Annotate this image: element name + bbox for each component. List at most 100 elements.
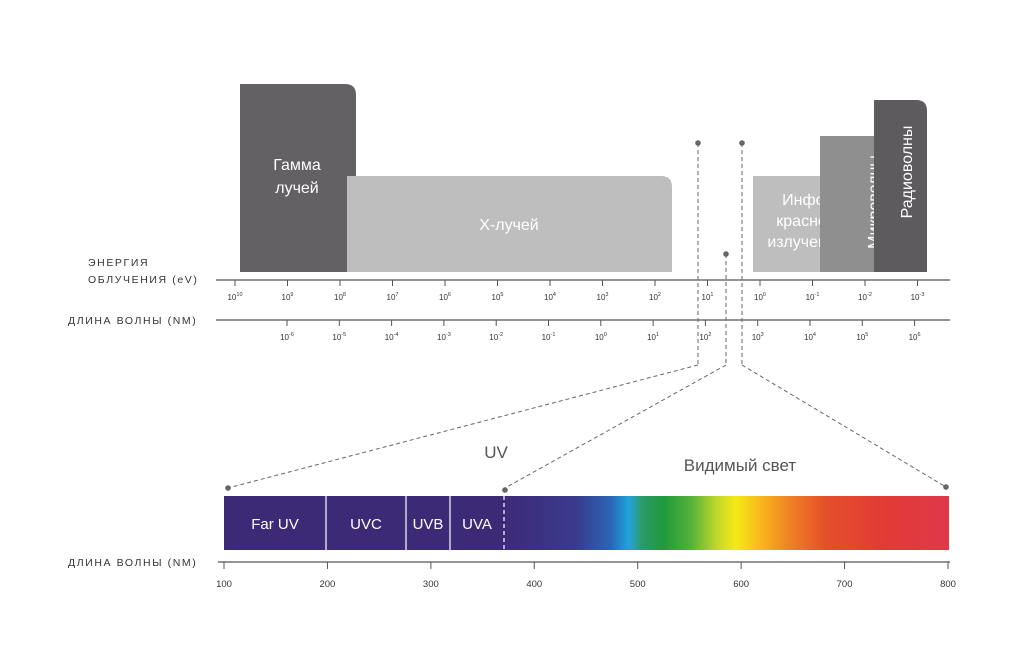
energy-axis-tick-exponent: 3 bbox=[605, 292, 608, 298]
bottom-axis-ticks: 100 200 300 400 500 600 700 800 bbox=[216, 562, 956, 590]
energy-axis-tick-label: 101 bbox=[702, 292, 714, 302]
energy-axis-title-line1: ЭНЕРГИЯ bbox=[88, 257, 149, 269]
wavelength-axis-tick-exponent: 6 bbox=[918, 332, 921, 338]
energy-axis-tick-base: 10 bbox=[387, 293, 396, 302]
wavelength-axis-tick-base: 10 bbox=[752, 333, 761, 342]
wavelength-axis-tick-label: 102 bbox=[699, 332, 711, 342]
uv-bar-background bbox=[224, 496, 506, 550]
energy-axis-tick-label: 10-2 bbox=[858, 292, 872, 302]
marker-dot-uv-visible bbox=[502, 487, 508, 493]
wavelength-axis-tick-exponent: -1 bbox=[551, 332, 556, 338]
wavelength-axis-tick-exponent: 0 bbox=[604, 332, 607, 338]
uv-band-far-uv: Far UV bbox=[251, 516, 299, 533]
energy-axis-tick-base: 10 bbox=[597, 293, 606, 302]
wavelength-axis-tick-exponent: 5 bbox=[865, 332, 868, 338]
band-xray-shape bbox=[347, 176, 672, 272]
band-gamma-label-line2: лучей bbox=[275, 180, 319, 197]
energy-axis-tick-label: 10-3 bbox=[911, 292, 925, 302]
band-gamma-label-line1: Гамма bbox=[273, 157, 321, 174]
energy-axis-tick-base: 10 bbox=[911, 293, 920, 302]
energy-axis-tick-label: 109 bbox=[282, 292, 294, 302]
uv-band-uvb: UVB bbox=[413, 516, 444, 533]
energy-axis-tick-label: 102 bbox=[649, 292, 661, 302]
wavelength-axis-tick-exponent: 1 bbox=[656, 332, 659, 338]
region-label-visible: Видимый свет bbox=[684, 456, 797, 475]
bottom-axis-tick-label: 800 bbox=[940, 579, 956, 590]
uv-band-uva: UVA bbox=[462, 516, 492, 533]
wavelength-axis-title: ДЛИНА ВОЛНЫ (NM) bbox=[68, 315, 197, 327]
energy-axis-tick-exponent: 1 bbox=[710, 292, 713, 298]
marker-dot-right bbox=[739, 140, 745, 146]
energy-axis: ЭНЕРГИЯ ОБЛУЧЕНИЯ (eV) 1010 109 108 107 106 1… bbox=[88, 257, 950, 302]
wavelength-axis-tick-label: 10-5 bbox=[332, 332, 346, 342]
bottom-axis-tick-label: 600 bbox=[733, 579, 749, 590]
bottom-axis-tick-label: 300 bbox=[423, 579, 439, 590]
band-xray: X-лучей bbox=[347, 176, 672, 272]
wavelength-axis-tick-base: 10 bbox=[280, 333, 289, 342]
wavelength-axis-tick-base: 10 bbox=[332, 333, 341, 342]
bottom-wavelength-axis: ДЛИНА ВОЛНЫ (NM) 100 200 300 400 500 600 700 80… bbox=[68, 557, 956, 590]
band-infrared-label-line1: Инфо- bbox=[782, 192, 830, 209]
wavelength-axis-tick-exponent: -4 bbox=[394, 332, 399, 338]
band-gamma-shape bbox=[240, 84, 356, 272]
wavelength-axis-tick-base: 10 bbox=[542, 333, 551, 342]
marker-dot-spectrum-start bbox=[225, 485, 231, 491]
wavelength-axis-tick-exponent: -6 bbox=[289, 332, 294, 338]
wavelength-axis-tick-label: 103 bbox=[752, 332, 764, 342]
wavelength-axis-tick-label: 105 bbox=[856, 332, 868, 342]
wavelength-axis: ДЛИНА ВОЛНЫ (NM) 10-6 10-5 10-4 10-3 10-2 10-… bbox=[68, 315, 950, 342]
uv-visible-markers bbox=[227, 143, 947, 489]
energy-axis-tick-exponent: 9 bbox=[290, 292, 293, 298]
connector-far-left bbox=[227, 364, 699, 489]
connector-far-right bbox=[741, 364, 947, 488]
wavelength-axis-tick-exponent: 4 bbox=[813, 332, 816, 338]
wavelength-axis-tick-base: 10 bbox=[647, 333, 656, 342]
wavelength-axis-tick-base: 10 bbox=[489, 333, 498, 342]
bottom-axis-tick-label: 100 bbox=[216, 579, 232, 590]
bottom-axis-tick-label: 200 bbox=[319, 579, 335, 590]
energy-axis-tick-label: 1010 bbox=[227, 292, 242, 302]
energy-axis-tick-label: 106 bbox=[439, 292, 451, 302]
wavelength-axis-tick-base: 10 bbox=[385, 333, 394, 342]
energy-axis-tick-base: 10 bbox=[544, 293, 553, 302]
energy-axis-tick-base: 10 bbox=[702, 293, 711, 302]
wavelength-axis-tick-label: 104 bbox=[804, 332, 816, 342]
wavelength-axis-tick-label: 10-1 bbox=[542, 332, 556, 342]
wavelength-axis-tick-label: 106 bbox=[909, 332, 921, 342]
energy-axis-tick-exponent: 8 bbox=[343, 292, 346, 298]
energy-axis-tick-base: 10 bbox=[754, 293, 763, 302]
bottom-axis-tick-label: 700 bbox=[837, 579, 853, 590]
wavelength-axis-tick-exponent: 3 bbox=[761, 332, 764, 338]
wavelength-axis-tick-label: 100 bbox=[595, 332, 607, 342]
energy-axis-tick-base: 10 bbox=[858, 293, 867, 302]
bottom-axis-tick-label: 400 bbox=[526, 579, 542, 590]
band-gamma: Гамма лучей bbox=[240, 84, 356, 272]
wavelength-axis-tick-base: 10 bbox=[856, 333, 865, 342]
energy-axis-ticks: 1010 109 108 107 106 105 104 103 102 101 100 10-1 10… bbox=[227, 280, 924, 302]
uv-band-uvc: UVC bbox=[350, 516, 382, 533]
energy-axis-tick-base: 10 bbox=[334, 293, 343, 302]
energy-axis-tick-exponent: 7 bbox=[395, 292, 398, 298]
energy-axis-tick-base: 10 bbox=[649, 293, 658, 302]
band-xray-label: X-лучей bbox=[479, 217, 539, 234]
energy-axis-tick-exponent: -3 bbox=[920, 292, 925, 298]
energy-axis-tick-base: 10 bbox=[806, 293, 815, 302]
energy-axis-tick-base: 10 bbox=[282, 293, 291, 302]
wavelength-axis-tick-label: 10-3 bbox=[437, 332, 451, 342]
energy-axis-tick-label: 105 bbox=[492, 292, 504, 302]
wavelength-axis-tick-exponent: -3 bbox=[446, 332, 451, 338]
energy-axis-tick-exponent: 6 bbox=[448, 292, 451, 298]
band-radio-shape bbox=[874, 100, 927, 272]
connector-uv-visible bbox=[504, 364, 727, 489]
wavelength-axis-tick-label: 10-2 bbox=[489, 332, 503, 342]
energy-axis-tick-exponent: 5 bbox=[500, 292, 503, 298]
bottom-axis-tick-label: 500 bbox=[630, 579, 646, 590]
wavelength-axis-tick-exponent: -2 bbox=[498, 332, 503, 338]
visible-gradient bbox=[504, 496, 949, 550]
wavelength-axis-tick-label: 10-4 bbox=[385, 332, 399, 342]
wavelength-axis-tick-base: 10 bbox=[804, 333, 813, 342]
marker-dot-spectrum-end bbox=[943, 484, 949, 490]
energy-axis-title-line2: ОБЛУЧЕНИЯ (eV) bbox=[88, 274, 199, 286]
energy-axis-tick-label: 108 bbox=[334, 292, 346, 302]
energy-axis-tick-label: 107 bbox=[387, 292, 399, 302]
